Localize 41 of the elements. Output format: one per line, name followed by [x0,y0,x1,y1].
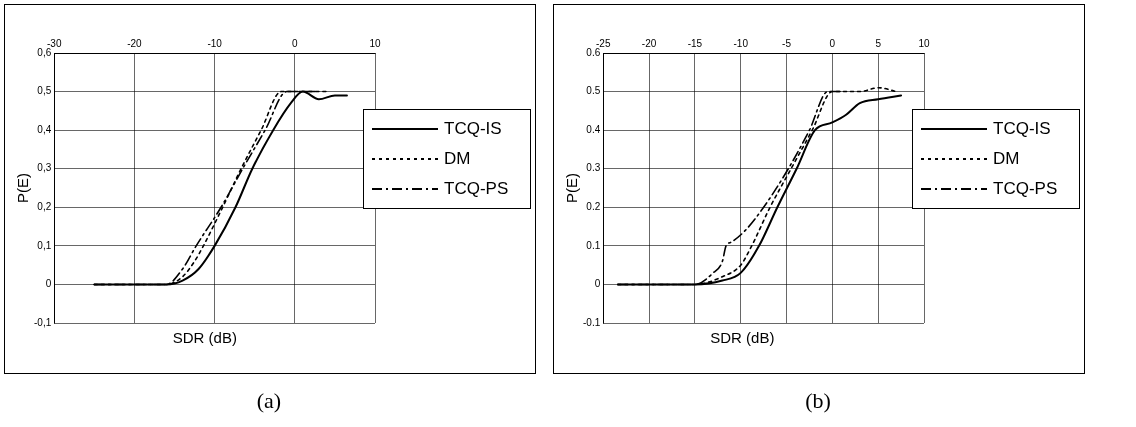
x-tick-label: 10 [918,37,930,49]
x-tick-label: -15 [687,37,703,49]
x-tick-label: 10 [369,37,381,49]
x-tick-label: 0 [292,37,299,49]
y-tick-label: 0,4 [37,123,52,135]
y-tick-label: 0,1 [37,239,52,251]
y-tick-label: 0.2 [586,201,601,213]
x-tick-label: 0 [829,37,836,49]
legend-label: TCQ-PS [444,179,509,199]
text: (b) [804,388,832,414]
x-tick-label: 5 [875,37,882,49]
x-axis-title: SDR (dB) [710,328,775,346]
legend-label: DM [993,149,1020,169]
y-tick-label: 0,2 [37,201,52,213]
legend-label: DM [444,149,471,169]
x-tick-label: -10 [733,37,749,49]
y-tick-label: 0.5 [586,85,601,97]
legend-label: TCQ-IS [993,119,1051,139]
x-tick-label: -10 [207,37,223,49]
y-tick-label: 0.3 [586,162,601,174]
y-axis-title: P(E) [14,173,32,203]
y-axis-title: P(E) [563,173,581,203]
y-tick-label: 0.6 [586,46,601,58]
x-tick-label: -25 [596,37,611,49]
y-tick-label: 0 [594,278,601,290]
y-tick-label: -0,1 [34,316,52,328]
x-axis-title: SDR (dB) [172,328,237,346]
legend-label: TCQ-PS [993,179,1058,199]
x-tick-label: -5 [782,37,792,49]
y-tick-label: 0,6 [37,46,52,58]
x-tick-label: -20 [127,37,143,49]
y-tick-label: 0.4 [586,123,601,135]
y-tick-label: 0.1 [586,239,601,251]
y-tick-label: -0.1 [583,316,601,328]
x-tick-label: -20 [641,37,657,49]
text: (a) [255,388,283,414]
y-tick-label: 0,3 [37,162,52,174]
x-tick-label: -30 [47,37,62,49]
y-tick-label: 0 [45,278,52,290]
y-tick-label: 0,5 [37,85,52,97]
legend-label: TCQ-IS [444,119,502,139]
